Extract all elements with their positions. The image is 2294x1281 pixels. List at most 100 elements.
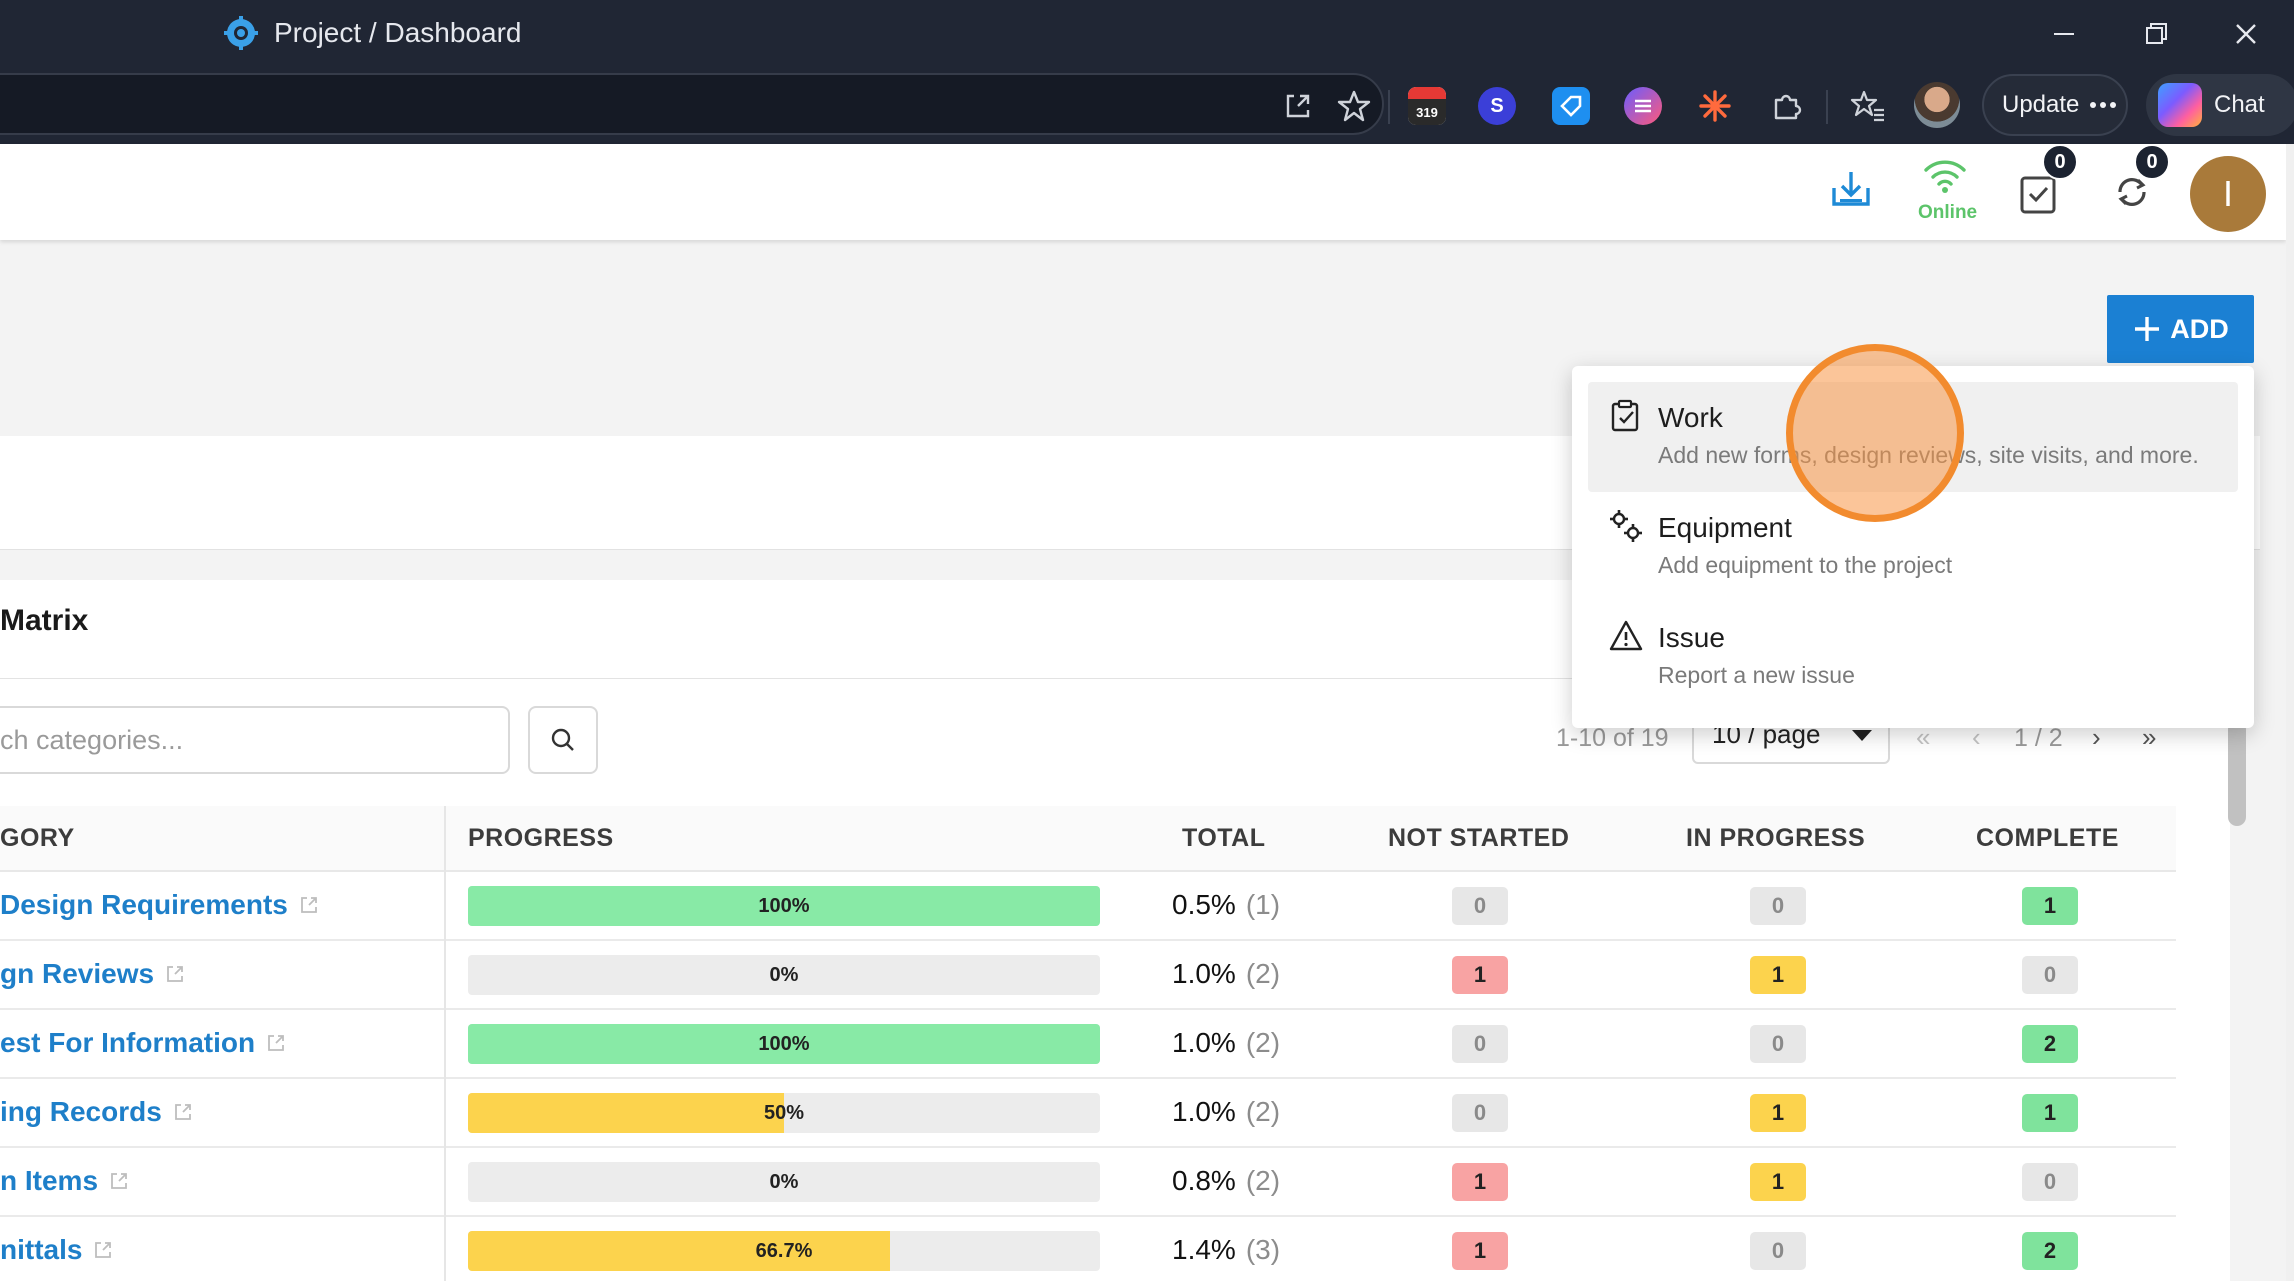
progress-bar-fill <box>468 1231 890 1271</box>
menu-item-equipment[interactable]: Equipment Add equipment to the project <box>1588 492 2238 602</box>
col-progress[interactable]: PROGRESS <box>468 824 614 852</box>
more-dots-icon <box>2090 102 2117 108</box>
progress-bar: 66.7% <box>468 1231 1100 1271</box>
total-cell: 0.8% (2) <box>1172 1165 1280 1197</box>
progress-label: 100% <box>758 1032 810 1055</box>
col-complete[interactable]: COMPLETE <box>1976 824 2119 852</box>
category-link[interactable]: est For Information <box>0 1027 287 1059</box>
minimize-icon[interactable] <box>2044 14 2084 54</box>
category-link[interactable]: n Items <box>0 1165 130 1197</box>
open-in-app-icon[interactable] <box>1276 84 1320 128</box>
tasks-checklist-icon[interactable] <box>2018 170 2058 216</box>
external-link-icon[interactable] <box>172 1101 194 1123</box>
table-header <box>0 806 2176 872</box>
update-label: Update <box>2002 91 2080 118</box>
menu-item-issue[interactable]: Issue Report a new issue <box>1588 602 2238 712</box>
complete-chip: 0 <box>2022 1163 2078 1201</box>
clipboard-check-icon <box>1611 399 1639 432</box>
tasks-count-badge: 0 <box>2042 144 2078 180</box>
pagination-range: 1-10 of 19 <box>1556 724 1669 752</box>
column-separator <box>444 806 446 1281</box>
category-name: gn Reviews <box>0 958 155 989</box>
search-button[interactable] <box>528 706 598 774</box>
menu-item-title: Work <box>1658 402 1723 433</box>
external-link-icon[interactable] <box>265 1032 287 1054</box>
extensions-puzzle-icon[interactable] <box>1764 84 1808 128</box>
total-cell: 0.5% (1) <box>1172 889 1280 921</box>
external-link-icon[interactable] <box>92 1239 114 1261</box>
page-scrollbar[interactable] <box>2286 144 2294 1281</box>
sync-icon[interactable] <box>2112 172 2152 212</box>
total-percent: 0.5% <box>1172 889 1236 920</box>
table-scrollbar-thumb[interactable] <box>2228 720 2246 826</box>
warning-triangle-icon <box>1609 620 1643 651</box>
add-button[interactable]: ADD <box>2107 295 2254 363</box>
progress-bar: 100% <box>468 1024 1100 1064</box>
menu-item-title: Equipment <box>1658 512 1792 543</box>
col-category[interactable]: GORY <box>0 824 75 852</box>
category-link[interactable]: nittals <box>0 1234 114 1266</box>
tag-extension-icon[interactable] <box>1552 87 1590 125</box>
in-progress-chip: 0 <box>1750 1025 1806 1063</box>
external-link-icon[interactable] <box>298 894 320 916</box>
last-page-button[interactable]: » <box>2142 722 2157 752</box>
favorite-star-icon[interactable] <box>1332 84 1376 128</box>
card-divider <box>0 678 2230 679</box>
restore-icon[interactable] <box>2136 14 2176 54</box>
category-search-input[interactable] <box>0 706 510 774</box>
category-name: Design Requirements <box>0 889 288 920</box>
in-progress-chip: 1 <box>1750 956 1806 994</box>
total-cell: 1.4% (3) <box>1172 1234 1280 1266</box>
progress-label: 0% <box>769 963 799 986</box>
stack-extension-icon[interactable] <box>1624 87 1662 125</box>
external-link-icon[interactable] <box>164 963 186 985</box>
not-started-chip: 0 <box>1452 1025 1508 1063</box>
s-extension-icon[interactable]: S <box>1478 87 1516 125</box>
external-link-icon[interactable] <box>108 1170 130 1192</box>
first-page-button[interactable]: « <box>1916 722 1931 752</box>
total-cell: 1.0% (2) <box>1172 1096 1280 1128</box>
in-progress-chip: 1 <box>1750 1163 1806 1201</box>
category-link[interactable]: Design Requirements <box>0 889 320 921</box>
address-bar[interactable] <box>0 73 1384 135</box>
category-link[interactable]: ing Records <box>0 1096 194 1128</box>
next-page-button[interactable]: › <box>2092 722 2101 752</box>
profile-avatar[interactable] <box>1914 82 1960 128</box>
sync-count-badge: 0 <box>2134 144 2170 180</box>
update-button[interactable]: Update <box>1982 74 2128 136</box>
online-status-label: Online <box>1918 202 1978 223</box>
chevron-down-icon <box>1852 730 1872 741</box>
col-in-progress[interactable]: IN PROGRESS <box>1686 824 1866 852</box>
calendar-extension-icon[interactable]: 319 <box>1408 87 1446 125</box>
progress-bar: 100% <box>468 886 1100 926</box>
page-indicator: 1 / 2 <box>2014 724 2063 752</box>
copilot-icon <box>2158 83 2202 127</box>
total-percent: 0.8% <box>1172 1165 1236 1196</box>
in-progress-chip: 1 <box>1750 1094 1806 1132</box>
total-count: (2) <box>1245 1165 1281 1196</box>
progress-label: 0% <box>769 1170 799 1193</box>
total-cell: 1.0% (2) <box>1172 958 1280 990</box>
close-icon[interactable] <box>2226 14 2266 54</box>
table-row <box>0 941 2176 1010</box>
burst-extension-icon[interactable] <box>1696 87 1734 125</box>
total-count: (3) <box>1245 1234 1281 1265</box>
menu-item-title: Issue <box>1658 622 1725 653</box>
progress-bar-fill <box>468 1024 1100 1064</box>
download-icon[interactable] <box>1828 166 1874 212</box>
category-link[interactable]: gn Reviews <box>0 958 186 990</box>
favorites-icon[interactable] <box>1846 84 1890 128</box>
add-button-label: ADD <box>2170 313 2229 344</box>
window-title: Project / Dashboard <box>274 17 522 48</box>
prev-page-button[interactable]: ‹ <box>1972 722 1981 752</box>
category-name: n Items <box>0 1165 99 1196</box>
copilot-chat-button[interactable]: Chat <box>2146 74 2294 136</box>
browser-title-bar: Project / Dashboard <box>0 0 2294 66</box>
not-started-chip: 0 <box>1452 887 1508 925</box>
col-not-started[interactable]: NOT STARTED <box>1388 824 1570 852</box>
col-total[interactable]: TOTAL <box>1182 824 1266 852</box>
progress-label: 66.7% <box>755 1239 813 1262</box>
wifi-online-icon <box>1924 160 1966 193</box>
gears-icon <box>1610 510 1642 542</box>
user-avatar[interactable]: I <box>2190 156 2266 232</box>
